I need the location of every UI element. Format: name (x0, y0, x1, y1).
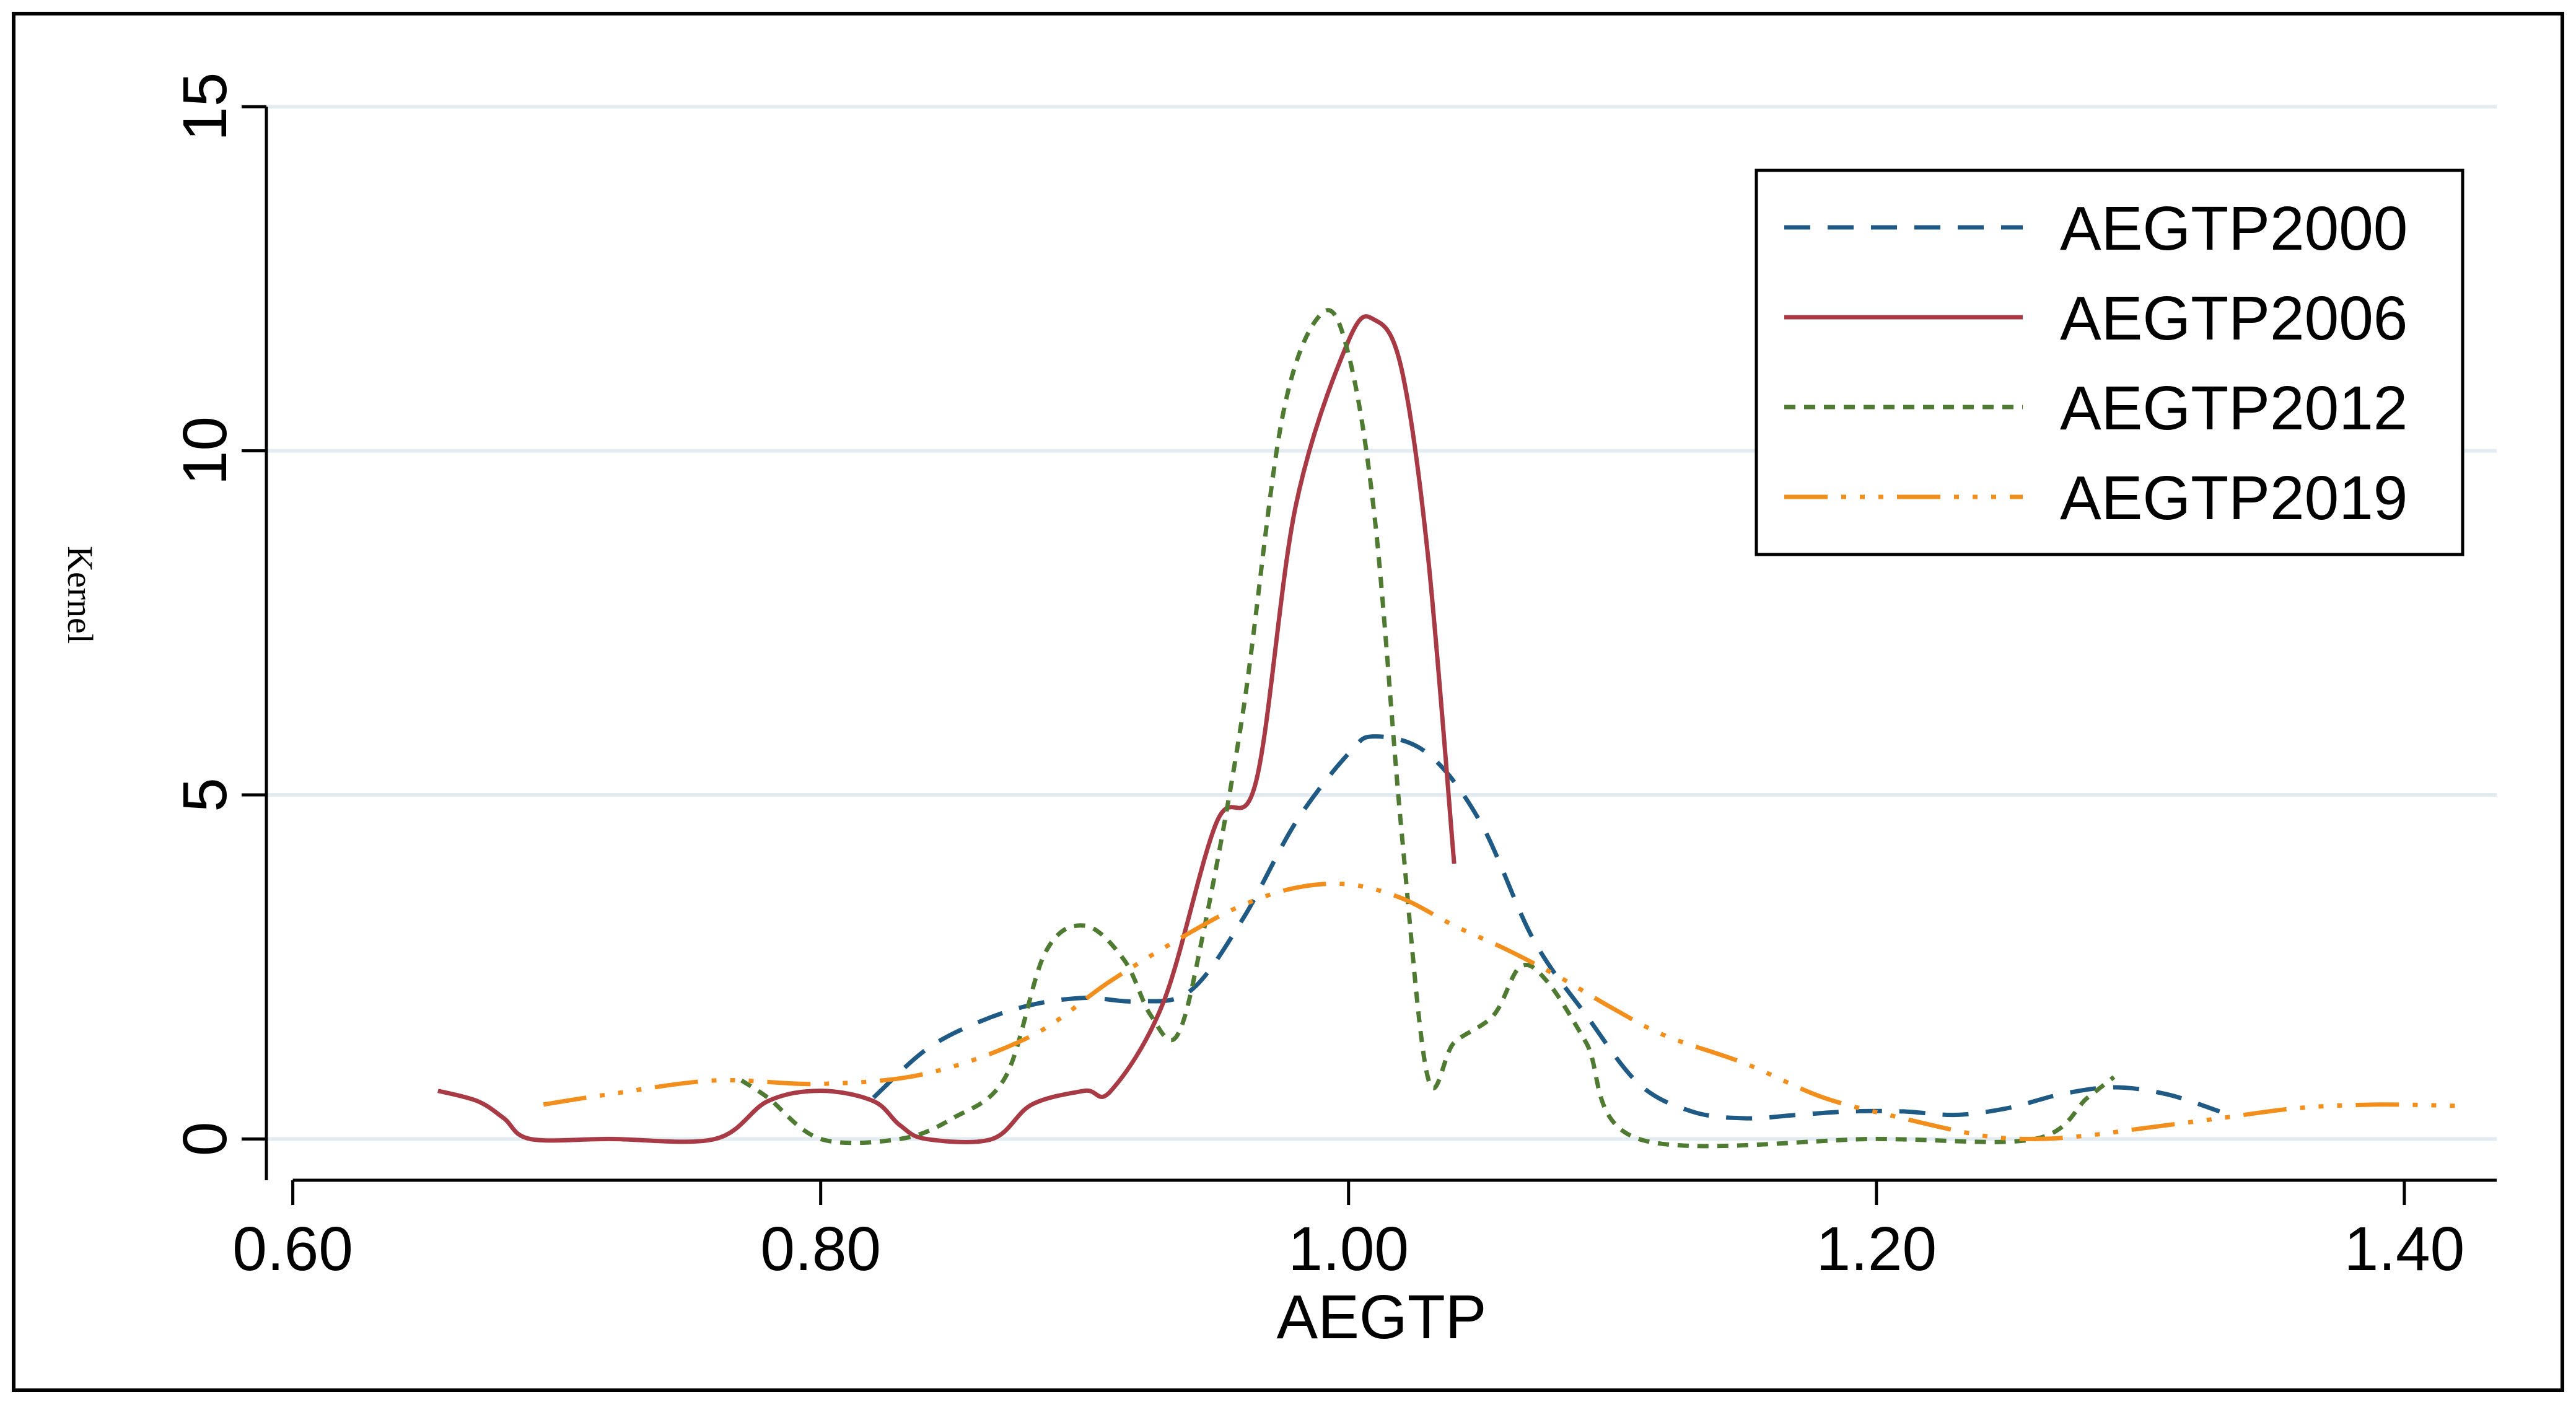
x-tick-label: 0.80 (760, 1214, 881, 1284)
x-tick-label: 1.20 (1816, 1214, 1937, 1284)
y-axis-title: Kernel (60, 546, 100, 644)
series-line-AEGTP2019 (543, 881, 2458, 1141)
y-tick-label: 15 (170, 72, 240, 141)
x-tick-label: 0.60 (232, 1214, 353, 1284)
legend-label: AEGTP2006 (2060, 284, 2407, 353)
legend-label: AEGTP2019 (2060, 463, 2407, 533)
legend: AEGTP2000 AEGTP2006 AEGTP2012 AEGTP2019 (1755, 169, 2464, 556)
axes: 0 5 10 15 0.60 0.80 1.00 1.20 1.40 (170, 72, 2497, 1284)
y-tick-label: 5 (170, 778, 240, 812)
y-tick-label: 0 (170, 1122, 240, 1157)
x-tick-label: 1.40 (2344, 1214, 2465, 1284)
legend-box (1755, 169, 2464, 556)
x-axis-title: AEGTP (1277, 1282, 1487, 1352)
series-line-AEGTP2000 (872, 734, 2220, 1121)
y-tick-label: 10 (170, 416, 240, 485)
legend-label: AEGTP2012 (2060, 374, 2407, 443)
series-lines (437, 308, 2458, 1149)
series-line-AEGTP2006 (437, 314, 1457, 1144)
legend-label: AEGTP2000 (2060, 194, 2407, 263)
series-line-AEGTP2012 (740, 308, 2116, 1149)
x-tick-label: 1.00 (1288, 1214, 1409, 1284)
